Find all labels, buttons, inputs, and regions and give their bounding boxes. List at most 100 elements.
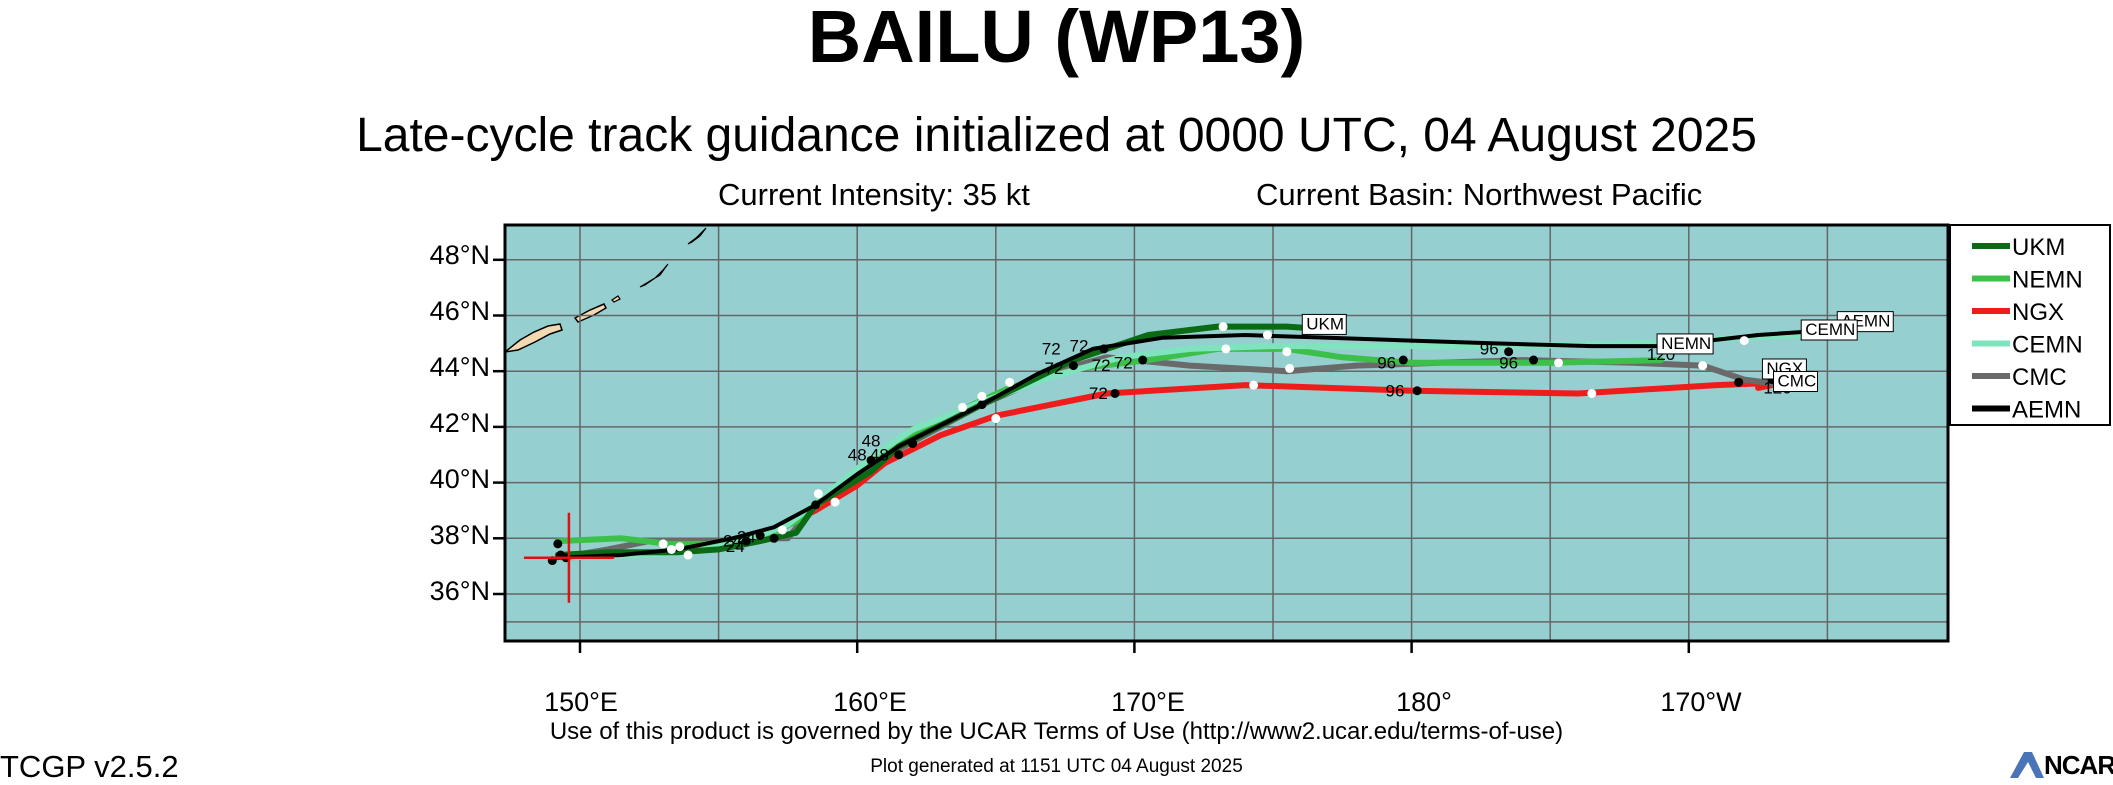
track-label-box — [1301, 313, 1347, 335]
lat-label-42n: 42°N — [430, 408, 490, 438]
page-subtitle: Late-cycle track guidance initialized at… — [356, 109, 1757, 162]
lon-label-170w: 170°W — [1660, 687, 1742, 717]
map-ocean — [505, 225, 1948, 641]
forecast-dot — [813, 489, 823, 499]
forecast-dot — [1734, 377, 1744, 387]
forecast-dot — [1099, 344, 1109, 354]
track-end-label: CMC — [1778, 372, 1817, 391]
lat-label-36n: 36°N — [430, 576, 490, 606]
forecast-hour-label: 48 — [848, 445, 867, 464]
kuril-island-chain — [639, 263, 669, 288]
track-ukm — [554, 323, 1332, 558]
lon-label-180: 180° — [1396, 687, 1452, 717]
forecast-dot — [1068, 361, 1078, 371]
forecast-dot — [811, 500, 821, 510]
current-basin: Current Basin: Northwest Pacific — [1256, 177, 1703, 212]
forecast-dot — [1412, 386, 1422, 396]
forecast-dot — [1554, 358, 1564, 368]
lon-label-150e: 150°E — [544, 687, 618, 717]
ncar-logo-icon — [2010, 752, 2044, 778]
kuril-island-north — [687, 227, 707, 245]
initial-position-marker — [523, 512, 614, 603]
forecast-hour-label: 96 — [1386, 381, 1405, 400]
forecast-dot — [1398, 355, 1408, 365]
forecast-dot — [769, 533, 779, 543]
forecast-dot — [755, 531, 765, 541]
track-label-box — [1800, 319, 1858, 341]
forecast-hour-label: 72 — [1089, 384, 1108, 403]
forecast-dot — [866, 455, 876, 465]
ncar-logo: NCAR — [2010, 750, 2113, 781]
version-label: TCGP v2.5.2 — [0, 749, 179, 784]
forecast-dot — [977, 391, 987, 401]
ncar-logo-text: NCAR — [2044, 750, 2113, 780]
track-end-label: CEMN — [1805, 320, 1855, 339]
lat-label-40n: 40°N — [430, 464, 490, 494]
forecast-hour-label: 48 — [862, 431, 881, 450]
lon-label-170e: 170°E — [1111, 687, 1185, 717]
legend-label-cemn: CEMN — [2012, 332, 2083, 359]
forecast-hour-label: 72 — [1114, 353, 1133, 372]
forecast-dot — [741, 536, 751, 546]
forecast-dot — [991, 414, 1001, 424]
forecast-dot — [958, 402, 968, 412]
forecast-dot — [1221, 344, 1231, 354]
forecast-dot — [553, 539, 563, 549]
track-aemn — [555, 327, 1844, 560]
legend-box — [1949, 224, 2111, 426]
forecast-dot — [658, 539, 668, 549]
legend-label-cmc: CMC — [2012, 364, 2067, 391]
track-end-label: UKM — [1306, 314, 1344, 333]
forecast-hour-label: 96 — [1480, 339, 1499, 358]
kuril-island-small — [611, 295, 621, 303]
forecast-dot — [894, 450, 904, 460]
legend-label-ngx: NGX — [2012, 299, 2064, 326]
terms-of-use: Use of this product is governed by the U… — [549, 718, 1564, 745]
forecast-dot — [1739, 336, 1749, 346]
forecast-dot — [1587, 388, 1597, 398]
forecast-dot — [1005, 377, 1015, 387]
lat-label-38n: 38°N — [430, 520, 490, 550]
track-label-box — [1773, 371, 1819, 393]
legend-label-nemn: NEMN — [2012, 267, 2083, 294]
forecast-dot — [1504, 347, 1514, 357]
forecast-dot — [1218, 322, 1228, 332]
lat-label-46n: 46°N — [430, 296, 490, 326]
forecast-hour-label: 24 — [723, 532, 742, 551]
forecast-dot — [666, 544, 676, 554]
lon-label-160e: 160°E — [833, 687, 907, 717]
forecast-hour-label: 24 — [737, 527, 756, 546]
forecast-dot — [908, 439, 918, 449]
track-end-label: NEMN — [1661, 334, 1711, 353]
forecast-dot — [1285, 363, 1295, 373]
forecast-hour-label: 72 — [1092, 356, 1111, 375]
legend-label-ukm: UKM — [2012, 234, 2065, 261]
legend-label-aemn: AEMN — [2012, 397, 2081, 424]
forecast-dot — [777, 525, 787, 535]
forecast-hour-label: 96 — [1499, 353, 1518, 372]
plot-generated-label: Plot generated at 1151 UTC 04 August 202… — [870, 756, 1243, 777]
forecast-dot — [1262, 330, 1272, 340]
legend: UKM NEMN NGX CEMN CMC AEMN — [1949, 224, 2111, 426]
forecast-dot — [1138, 355, 1148, 365]
forecast-dot — [1282, 347, 1292, 357]
forecast-dot — [977, 400, 987, 410]
forecast-hour-label: 72 — [1045, 359, 1064, 378]
forecast-hour-label: 96 — [1377, 353, 1396, 372]
forecast-hour-label: 48 — [870, 445, 889, 464]
forecast-hour-label: 24 — [726, 537, 745, 556]
forecast-dot — [1698, 361, 1708, 371]
kuril-islands-landmass — [505, 323, 563, 353]
current-intensity: Current Intensity: 35 kt — [718, 177, 1030, 212]
forecast-dot — [830, 497, 840, 507]
lat-label-48n: 48°N — [430, 240, 490, 270]
track-label-box — [1656, 333, 1714, 355]
page-title: BAILU (WP13) — [807, 0, 1306, 78]
forecast-dot — [1529, 355, 1539, 365]
forecast-dot — [675, 542, 685, 552]
forecast-dot — [683, 550, 693, 560]
forecast-dot — [1249, 380, 1259, 390]
kuril-island — [573, 303, 607, 323]
forecast-dot — [1110, 388, 1120, 398]
